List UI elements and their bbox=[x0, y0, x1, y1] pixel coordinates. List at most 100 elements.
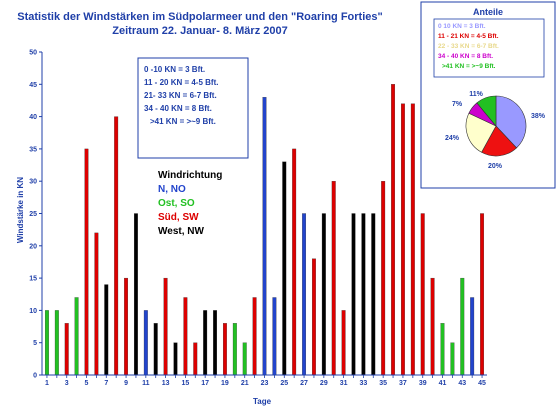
x-tick-label: 45 bbox=[478, 380, 486, 387]
x-tick-label: 11 bbox=[142, 380, 150, 387]
direction-legend-item: Ost, SO bbox=[158, 198, 195, 209]
x-tick-label: 23 bbox=[261, 380, 269, 387]
x-tick-label: 1 bbox=[45, 380, 49, 387]
pie-slice bbox=[495, 95, 527, 149]
bar bbox=[213, 310, 218, 376]
y-axis-label: Windstärke in KN bbox=[16, 177, 25, 243]
y-tick-label: 25 bbox=[29, 211, 37, 218]
bar bbox=[400, 103, 405, 376]
x-tick-label: 13 bbox=[162, 380, 170, 387]
pie-slice bbox=[465, 112, 497, 153]
pie-slice bbox=[476, 95, 497, 127]
y-tick-label: 35 bbox=[29, 146, 37, 153]
direction-legend-item: West, NW bbox=[158, 226, 204, 237]
x-tick-label: 19 bbox=[221, 380, 229, 387]
x-tick-label: 43 bbox=[458, 380, 466, 387]
bar bbox=[183, 297, 188, 376]
bar bbox=[242, 342, 247, 376]
pie-legend-box bbox=[433, 18, 545, 78]
direction-legend-item: N, NO bbox=[158, 184, 186, 195]
bar bbox=[351, 213, 356, 376]
x-tick-label: 7 bbox=[104, 380, 108, 387]
bar bbox=[203, 310, 208, 376]
bar bbox=[64, 323, 69, 376]
bar bbox=[222, 323, 227, 376]
chart-title: Statistik der Windstärken im Südpolarmee… bbox=[17, 11, 382, 23]
bar bbox=[133, 213, 138, 376]
bar bbox=[361, 213, 366, 376]
bar bbox=[74, 297, 79, 376]
pie-legend-item: 34 - 40 KN = 8 Bft. bbox=[438, 53, 493, 60]
x-tick-label: 33 bbox=[359, 380, 367, 387]
scale-legend: 0 -10 KN = 3 Bft. 11 - 20 KN = 4-5 Bft. … bbox=[137, 57, 249, 159]
x-tick-label: 25 bbox=[280, 380, 288, 387]
axes bbox=[41, 52, 487, 376]
pie-legend-item: 0 10 KN = 3 Bft. bbox=[438, 23, 486, 30]
pie-legend-item: >41 KN = >~9 Bft. bbox=[442, 63, 496, 70]
bar bbox=[480, 213, 485, 376]
bar bbox=[381, 181, 386, 376]
y-tick-label: 40 bbox=[29, 114, 37, 121]
direction-legend: Windrichtung N, NO Ost, SO Süd, SW West,… bbox=[155, 165, 251, 241]
bar bbox=[430, 277, 435, 376]
pie-title: Anteile bbox=[473, 7, 503, 17]
x-tick-label: 29 bbox=[320, 380, 328, 387]
pie-slice-label: 24% bbox=[445, 135, 460, 142]
x-tick-label: 17 bbox=[201, 380, 209, 387]
y-tick-label: 45 bbox=[29, 82, 37, 89]
bar bbox=[193, 342, 198, 376]
bars bbox=[44, 84, 485, 376]
bar bbox=[252, 297, 257, 376]
bar bbox=[44, 310, 49, 376]
x-tick-label: 35 bbox=[379, 380, 387, 387]
x-tick-label: 3 bbox=[65, 380, 69, 387]
x-axis-ticks: 1 3 5 7 9 11 13 15 17 19 21 23 25 27 29 31 33 35 37 39 41 43 4… bbox=[45, 375, 486, 387]
bar bbox=[420, 213, 425, 376]
bar bbox=[272, 297, 277, 376]
bar bbox=[153, 323, 158, 376]
x-tick-label: 9 bbox=[124, 380, 128, 387]
x-tick-label: 15 bbox=[181, 380, 189, 387]
bar bbox=[470, 297, 475, 376]
bar bbox=[321, 213, 326, 376]
bar bbox=[341, 310, 346, 376]
bar bbox=[282, 161, 287, 376]
pie-slice-label: 20% bbox=[488, 163, 503, 170]
pie-legend-item: 11 - 21 KN = 4-5 Bft. bbox=[438, 33, 499, 40]
bar bbox=[104, 284, 109, 376]
bar bbox=[440, 323, 445, 376]
bar bbox=[262, 97, 267, 376]
scale-legend-line: 11 - 20 KN = 4-5 Bft. bbox=[144, 78, 218, 87]
x-tick-label: 5 bbox=[85, 380, 89, 387]
bar bbox=[143, 310, 148, 376]
scale-legend-line: 34 - 40 KN = 8 Bft. bbox=[144, 104, 212, 113]
bar bbox=[302, 213, 307, 376]
bar bbox=[94, 232, 99, 376]
x-axis-label: Tage bbox=[253, 397, 272, 406]
pie-legend-item: 22 - 33 KN = 6-7 Bft. bbox=[438, 43, 499, 50]
bar bbox=[292, 148, 297, 376]
bar bbox=[54, 310, 59, 376]
bar bbox=[460, 277, 465, 376]
bar bbox=[311, 258, 316, 376]
direction-legend-title: Windrichtung bbox=[158, 170, 222, 181]
x-tick-label: 31 bbox=[340, 380, 348, 387]
bar bbox=[371, 213, 376, 376]
x-tick-label: 27 bbox=[300, 380, 308, 387]
scale-legend-box bbox=[137, 57, 249, 159]
scale-legend-line: 21- 33 KN = 6-7 Bft. bbox=[144, 91, 217, 100]
pie-slice-label: 7% bbox=[452, 101, 463, 108]
bar bbox=[114, 116, 119, 376]
pie-slice-label: 38% bbox=[531, 113, 546, 120]
pie-slice bbox=[481, 125, 517, 157]
bar bbox=[450, 342, 455, 376]
bar bbox=[391, 84, 396, 376]
bar bbox=[173, 342, 178, 376]
bar bbox=[331, 181, 336, 376]
y-tick-label: 15 bbox=[29, 276, 37, 283]
chart-subtitle: Zeitraum 22. Januar- 8. März 2007 bbox=[112, 25, 287, 37]
direction-legend-item: Süd, SW bbox=[158, 212, 199, 223]
pie-chart: 38% 20% 24% 7% 11% bbox=[445, 91, 546, 170]
x-tick-label: 41 bbox=[439, 380, 447, 387]
